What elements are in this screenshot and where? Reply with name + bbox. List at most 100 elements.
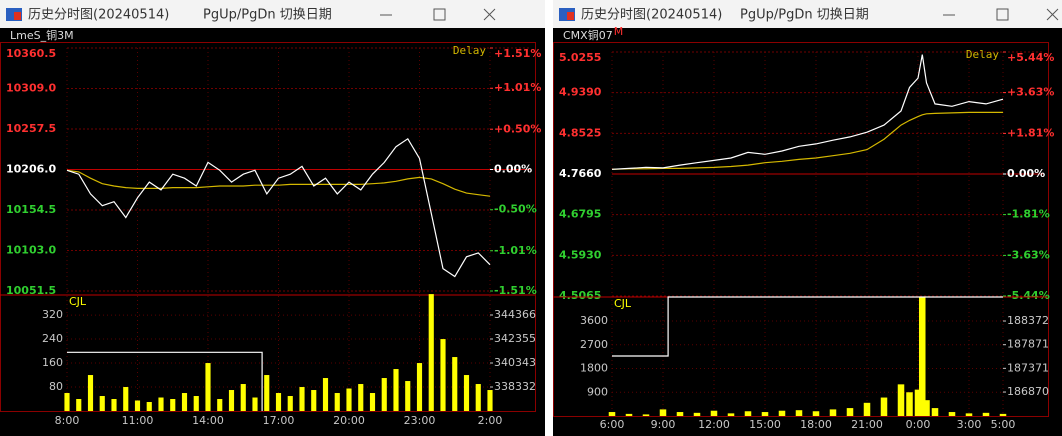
percent-tick-label: +1.01% (494, 81, 541, 94)
symbol-label: LmeS_铜3M (10, 28, 74, 42)
price-tick-label: 10051.5 (6, 284, 56, 297)
price-tick-label: 4.8525 (559, 126, 601, 139)
price-tick-label: 10309.0 (6, 82, 56, 95)
volume-bar (795, 410, 803, 416)
volume-bar (358, 384, 364, 411)
volume-bar (87, 375, 94, 411)
volume-bar (659, 409, 667, 416)
volume-bar (710, 410, 718, 416)
volume-bar (275, 393, 282, 411)
percent-tick-label: +0.50% (494, 122, 541, 135)
volume-tick-label: 1800 (580, 362, 608, 375)
percent-tick-label: -0.50% (494, 203, 537, 216)
volume-bar (880, 397, 888, 416)
volume-bar (322, 378, 329, 411)
volume-bar (778, 410, 786, 416)
volume-bar (642, 414, 650, 416)
volume-bar (240, 384, 246, 411)
volume-tick-label: 900 (587, 385, 608, 398)
symbol-label: CMX铜07 (563, 28, 613, 42)
volume-bar (931, 408, 939, 416)
open-interest-line (67, 351, 263, 411)
volume-bar (918, 297, 926, 416)
volume-bar (693, 412, 701, 416)
volume-bar (334, 393, 340, 411)
open-interest-line (612, 296, 1003, 357)
x-tick-label: 21:00 (851, 418, 883, 431)
percent-tick-label: 0.00% (494, 163, 532, 176)
percent-tick-label: +3.63% (1007, 86, 1054, 99)
price-line (66, 137, 491, 278)
x-tick-label: 12:00 (698, 418, 730, 431)
volume-bar (812, 411, 820, 416)
volume-bar (914, 389, 922, 416)
window-hint: PgUp/PgDn 切换日期 (203, 8, 332, 23)
chart-area (0, 28, 545, 436)
volume-bar (287, 396, 293, 411)
volume-tick-label: 240 (42, 332, 63, 345)
volume-bar (440, 339, 446, 411)
volume-bar (252, 397, 258, 411)
price-tick-label: 4.5930 (559, 248, 602, 261)
price-tick-label: 4.7660 (559, 167, 602, 180)
volume-bar (146, 402, 152, 411)
maximize-button[interactable] (433, 8, 446, 21)
x-tick-label: 5:00 (991, 418, 1016, 431)
price-tick-label: 4.5065 (559, 289, 601, 302)
volume-bar (205, 363, 211, 411)
x-tick-label: 0:00 (906, 418, 931, 431)
price-tick-label: 10257.5 (6, 122, 56, 135)
volume-tick-label: 160 (42, 356, 63, 369)
x-tick-label: 11:00 (122, 414, 154, 427)
chart-area (553, 28, 1062, 436)
volume-bar (346, 388, 352, 411)
close-button[interactable] (1046, 8, 1059, 21)
volume-bar (181, 393, 188, 411)
volume-tick-label: 3600 (580, 314, 608, 327)
interest-tick-label: 340343 (494, 356, 536, 369)
volume-bar (846, 408, 854, 416)
percent-tick-label: +1.81% (1007, 126, 1054, 139)
volume-bar (625, 413, 633, 416)
window-hint: PgUp/PgDn 切换日期 (740, 8, 869, 23)
volume-bar (608, 412, 616, 416)
maximize-button[interactable] (996, 8, 1009, 21)
volume-bar (228, 390, 235, 411)
price-tick-label: 10103.0 (6, 244, 56, 257)
interest-tick-label: 188372 (1007, 314, 1049, 327)
volume-bar (381, 378, 387, 411)
chart-border (0, 42, 536, 412)
volume-bar (761, 412, 769, 416)
average-line (66, 169, 491, 197)
volume-bar (299, 387, 305, 411)
volume-bar (428, 294, 434, 411)
volume-bar (463, 375, 470, 411)
volume-tick-label: 320 (42, 308, 63, 321)
volume-bar (76, 399, 82, 411)
x-tick-label: 17:00 (263, 414, 295, 427)
percent-tick-label: 0.00% (1007, 167, 1045, 180)
volume-bar (487, 390, 493, 411)
close-button[interactable] (483, 8, 496, 21)
price-tick-label: 10154.5 (6, 203, 56, 216)
volume-bar (727, 413, 735, 416)
price-tick-label: 4.9390 (559, 86, 602, 99)
percent-tick-label: -5.44% (1007, 289, 1050, 302)
percent-tick-label: -1.81% (1007, 208, 1050, 221)
volume-bar (369, 393, 376, 411)
x-tick-label: 20:00 (333, 414, 365, 427)
price-tick-label: 4.6795 (559, 208, 601, 221)
title-bar (0, 0, 545, 28)
volume-bar (863, 402, 871, 416)
volume-bar (906, 392, 913, 416)
x-tick-label: 23:00 (404, 414, 436, 427)
volume-bar (416, 363, 423, 411)
interest-tick-label: 186870 (1007, 385, 1049, 398)
percent-tick-label: -1.01% (494, 244, 537, 257)
volume-bar (99, 396, 105, 411)
window-title: 历史分时图(20240514) (581, 8, 722, 23)
window-title: 历史分时图(20240514) (28, 8, 169, 23)
price-tick-label: 5.0255 (559, 51, 601, 64)
chart-border (553, 42, 1049, 417)
